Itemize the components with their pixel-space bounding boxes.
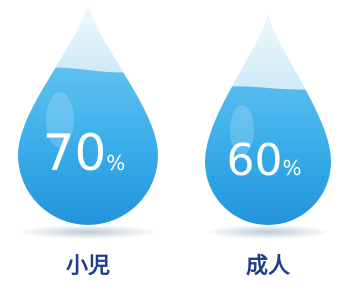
empty-area bbox=[190, 0, 350, 90]
empty-area bbox=[0, 0, 180, 73]
label: 成人 bbox=[246, 254, 290, 279]
unit: % bbox=[282, 156, 301, 180]
unit: % bbox=[106, 151, 125, 175]
infographic: 70% 小児 60% 成人 bbox=[0, 0, 361, 291]
drop-shadow bbox=[204, 225, 332, 239]
label: 小児 bbox=[66, 254, 110, 279]
value: 60 bbox=[226, 135, 282, 186]
drop-shadow bbox=[18, 225, 158, 239]
drop-child: 70% 小児 bbox=[0, 0, 180, 279]
value: 70 bbox=[43, 124, 107, 182]
drop-adult: 60% 成人 bbox=[190, 0, 350, 279]
